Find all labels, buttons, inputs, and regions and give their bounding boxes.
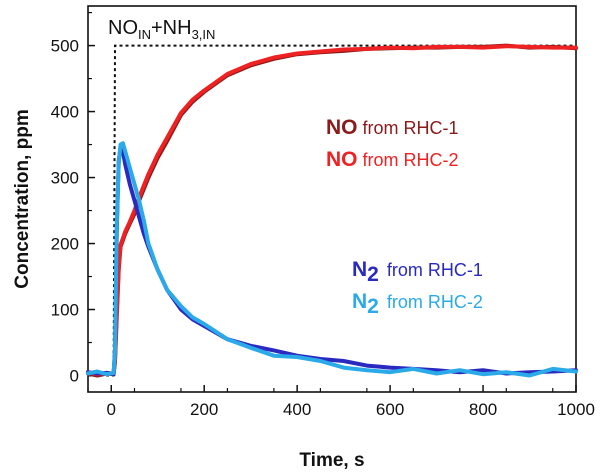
y-tick-label: 500 [51, 37, 79, 56]
y-tick-label: 300 [51, 169, 79, 188]
x-tick-label: 0 [107, 400, 116, 419]
legend-entry-n2-rhc1: N2 from RHC-1 [352, 258, 483, 286]
plot-border [87, 5, 577, 393]
y-tick-label: 0 [70, 367, 79, 386]
x-tick-label: 800 [469, 400, 497, 419]
series-line-n2 [86, 141, 578, 378]
legend-entry-no-rhc2: NO from RHC-2 [326, 148, 459, 171]
plot-frame [87, 5, 577, 393]
series-line-no2 [86, 44, 578, 377]
x-tick-label: 200 [190, 400, 218, 419]
y-tick-label: 400 [51, 103, 79, 122]
x-tick-label: 600 [376, 400, 404, 419]
y-tick-label: 200 [51, 235, 79, 254]
annotation-inlet: NOIN+NH3,IN [108, 17, 215, 42]
x-axis-title: Time, s [299, 450, 364, 471]
legend: NO from RHC-1 NO from RHC-2 N2 from RHC-1 N… [326, 116, 483, 318]
legend-entry-no-rhc1: NO from RHC-1 [326, 116, 459, 139]
inlet-step-line [88, 44, 576, 377]
series-line-no1 [86, 43, 578, 378]
y-axis-title: Concentration, ppm [12, 109, 33, 288]
x-tick-label: 400 [283, 400, 311, 419]
series-line-n1 [86, 145, 578, 377]
legend-entry-n2-rhc2: N2 from RHC-2 [352, 290, 483, 318]
y-tick-label: 100 [51, 301, 79, 320]
series-layer [86, 43, 578, 378]
inlet-layer [88, 44, 576, 377]
x-tick-label: 1000 [557, 400, 595, 419]
axis-ticks: 0 200 400 600 800 1000 0 100 200 300 400 500 [51, 11, 595, 419]
